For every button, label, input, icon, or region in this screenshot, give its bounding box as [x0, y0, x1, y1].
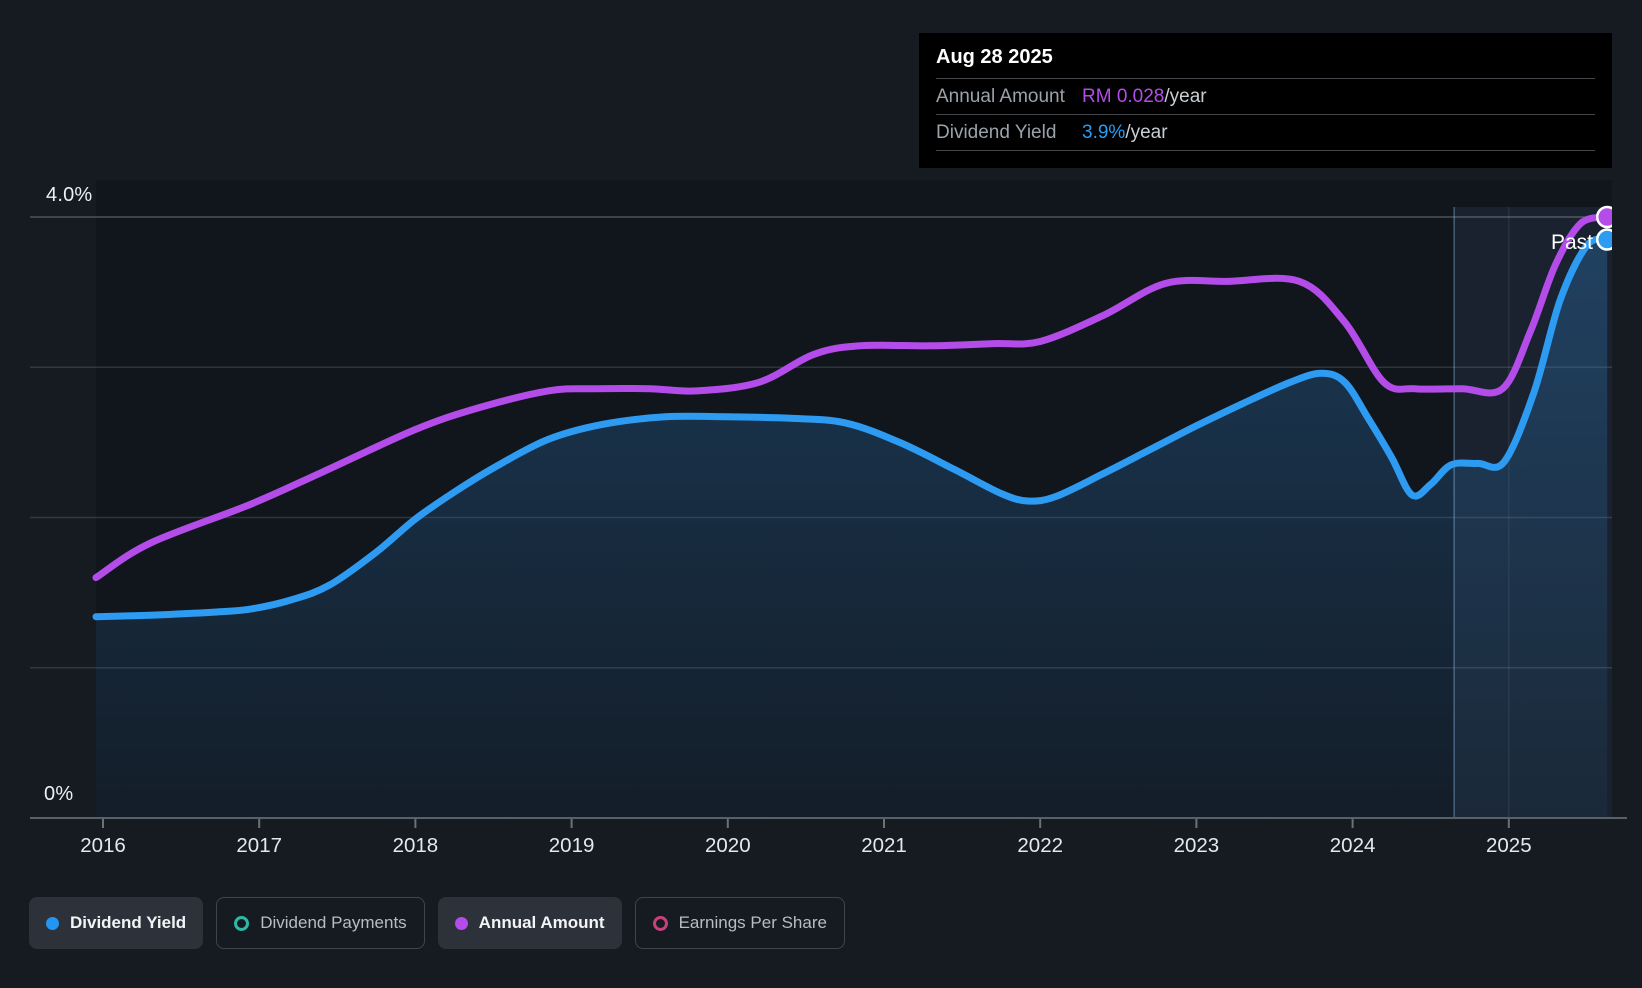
earnings-per-share-swatch-icon: [652, 915, 668, 931]
dividend-payments-swatch-icon: [234, 915, 250, 931]
legend-pill-dividend-yield[interactable]: Dividend Yield: [29, 897, 204, 949]
dividend-yield-endpoint-dot: [1595, 228, 1612, 251]
tooltip-row-suffix: /year: [1164, 85, 1207, 107]
legend-pill-label: Dividend Payments: [260, 913, 407, 932]
legend-pill-annual-amount[interactable]: Annual Amount: [437, 897, 622, 949]
x-axis-label-2017: 2017: [236, 834, 282, 857]
tooltip-row-label: Annual Amount: [936, 85, 1065, 107]
annual-amount-line: [92, 213, 1611, 582]
legend-pill-dividend-payments[interactable]: Dividend Payments: [216, 897, 425, 949]
y-axis-label-bottom: 0%: [44, 783, 74, 805]
x-axis-label-2022: 2022: [1017, 834, 1063, 857]
legend-pill-label: Annual Amount: [478, 913, 605, 932]
x-axis-label-2019: 2019: [549, 834, 595, 857]
tooltip-divider: [936, 150, 1595, 166]
x-axis-label-2024: 2024: [1330, 834, 1376, 857]
tooltip-row-annual-amount: Annual Amount RM 0.028/year: [936, 78, 1595, 114]
legend-pill-earnings-per-share[interactable]: Earnings Per Share: [634, 897, 845, 949]
tooltip-row-value: 3.9%: [1082, 121, 1126, 143]
dividend-yield-area-fill: [96, 239, 1608, 818]
tooltip-row-suffix: /year: [1125, 121, 1168, 143]
y-axis-label-top: 4.0%: [46, 184, 93, 206]
tooltip-row-dividend-yield: Dividend Yield 3.9%/year: [936, 114, 1595, 150]
chart-tooltip: Aug 28 2025 Annual Amount RM 0.028/year Di…: [919, 33, 1612, 168]
dividend-yield-line: [92, 235, 1611, 621]
tooltip-row-label: Dividend Yield: [936, 121, 1057, 143]
x-axis-label-2020: 2020: [705, 834, 751, 857]
x-axis-label-2021: 2021: [861, 834, 907, 857]
chart-legend: Dividend Yield Dividend Payments Annual Am…: [29, 897, 845, 949]
tooltip-row-value: RM 0.028: [1082, 85, 1165, 107]
tooltip-date: Aug 28 2025: [936, 46, 1053, 68]
annual-amount-endpoint-dot: [1595, 205, 1612, 229]
past-label: Past: [1550, 231, 1593, 254]
x-axis-label-2018: 2018: [393, 834, 439, 857]
dividend-history-chart[interactable]: 2016 2017 2018 2019 2020 2021 2022 2023 2024 2025: [0, 0, 1642, 870]
legend-pill-label: Earnings Per Share: [678, 913, 827, 932]
annual-amount-swatch-icon: [454, 916, 468, 930]
x-axis-label-2023: 2023: [1174, 834, 1220, 857]
x-axis-label-2025: 2025: [1486, 834, 1532, 857]
dividend-yield-swatch-icon: [46, 916, 59, 930]
x-axis-label-2016: 2016: [80, 834, 126, 857]
legend-pill-label: Dividend Yield: [70, 913, 187, 932]
